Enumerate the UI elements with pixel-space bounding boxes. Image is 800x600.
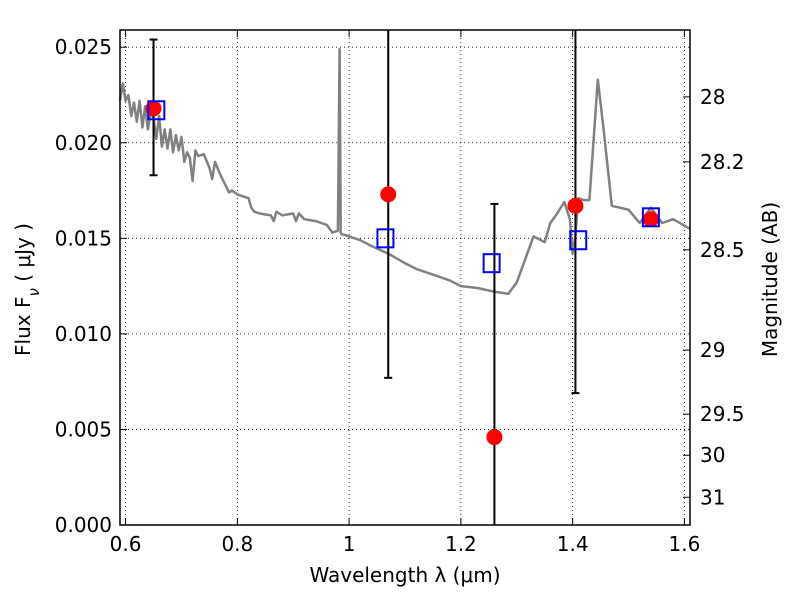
y-tick-label: 0.010 bbox=[55, 322, 112, 346]
y2-tick-label: 28.5 bbox=[700, 238, 745, 262]
y-axis-label: Flux Fν ( μJy ) bbox=[11, 223, 43, 356]
y2-tick-label: 30 bbox=[700, 443, 725, 467]
y-tick-label: 0.020 bbox=[55, 131, 112, 155]
x-tick-label: 1.4 bbox=[557, 532, 589, 556]
y-tick-label: 0.005 bbox=[55, 417, 112, 441]
observed-point bbox=[380, 186, 397, 203]
model-photometry-point bbox=[569, 230, 588, 251]
x-tick-label: 1 bbox=[343, 532, 356, 556]
y2-tick-label: 28 bbox=[700, 85, 725, 109]
plot-frame bbox=[119, 29, 691, 526]
labels-layer: Wavelength λ (μm) Flux Fν ( μJy ) Magnit… bbox=[11, 202, 782, 587]
y-tick-label: 0.000 bbox=[55, 513, 112, 537]
model-photometry-point bbox=[641, 207, 660, 228]
y-axis-label-subscript: ν bbox=[25, 288, 43, 296]
grid-layer bbox=[120, 30, 690, 526]
observed-point bbox=[486, 429, 503, 446]
x-tick-label: 0.6 bbox=[110, 532, 142, 556]
observed-point bbox=[567, 197, 584, 214]
y2-tick-label: 28.2 bbox=[700, 150, 745, 174]
axes-layer: 0.6 0.8 1 1.2 1.4 1.6 0.000 0.005 0.010 0.015 0.02… bbox=[55, 30, 745, 556]
x-tick-label: 0.8 bbox=[221, 532, 253, 556]
model-photometry-point bbox=[482, 253, 501, 274]
y2-tick-label: 29 bbox=[700, 338, 725, 362]
y-tick-label: 0.015 bbox=[55, 226, 112, 250]
y2-axis-label: Magnitude (AB) bbox=[758, 202, 782, 357]
series-layer bbox=[118, 30, 691, 525]
observed-point bbox=[642, 211, 659, 228]
y2-tick-label: 31 bbox=[700, 485, 725, 509]
y-tick-label: 0.025 bbox=[55, 35, 112, 59]
y2-tick-label: 29.5 bbox=[700, 402, 745, 426]
model-photometry-point bbox=[376, 228, 395, 249]
model-photometry-point bbox=[147, 100, 166, 121]
x-tick-label: 1.6 bbox=[669, 532, 701, 556]
x-tick-label: 1.2 bbox=[445, 532, 477, 556]
model-sed-line bbox=[118, 47, 691, 295]
x-axis-label: Wavelength λ (μm) bbox=[309, 563, 500, 587]
